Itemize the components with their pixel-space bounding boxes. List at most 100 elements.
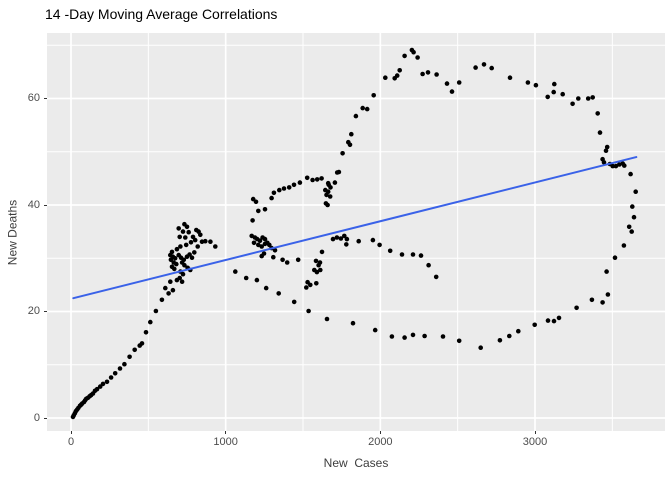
scatter-point [174,261,179,267]
scatter-point [604,269,609,274]
scatter-point [600,156,605,162]
scatter-point [276,291,281,296]
scatter-point [418,253,424,258]
scatter-point [603,148,609,153]
scatter-point [286,185,292,190]
y-tick-label: 20 [27,305,40,317]
scatter-point [551,318,557,324]
scatter-point [481,62,487,67]
scatter-point [507,333,512,339]
scatter-point [327,194,333,199]
scatter-point [148,319,153,325]
scatter-point [189,255,195,260]
scatter-point [342,233,347,239]
scatter-point [338,236,344,241]
y-tick-label: 0 [33,411,40,424]
scatter-point [633,189,638,194]
scatter-point [190,234,196,240]
scatter-point [356,238,362,244]
scatter-point [371,93,377,98]
x-tick-mark [225,431,227,434]
scatter-point [420,71,425,77]
scatter-point [545,318,551,323]
scatter-point [180,271,186,277]
scatter-point [456,80,462,85]
x-tick-label: 0 [67,436,75,448]
scatter-point [449,89,455,94]
scatter-point [440,334,446,339]
scatter-point [132,347,137,353]
scatter-point [184,224,190,230]
scatter-point [170,287,176,293]
scatter-point [168,279,173,284]
scatter-point [402,53,407,59]
y-tick-mark [44,417,47,419]
scatter-point [360,105,366,111]
y-tick-label: 60 [27,92,40,104]
scatter-point [259,244,264,249]
scatter-point [324,316,330,322]
scatter-point [426,262,431,268]
scatter-point [253,199,259,205]
scatter-point [473,65,478,70]
y-axis-title: New Deaths [5,199,20,266]
scatter-point [344,236,350,242]
scatter-point [346,139,351,145]
scatter-point [344,242,349,247]
scatter-point [350,320,356,326]
scatter-point [317,260,323,265]
x-tick-mark [379,431,381,434]
y-tick-mark [44,311,47,312]
scatter-point [574,305,579,311]
scatter-point [444,81,450,86]
scatter-point [372,327,378,333]
scatter-point [314,269,320,275]
scatter-point [560,91,565,97]
scatter-point [533,82,539,88]
scatter-point [478,345,484,351]
scatter-point [318,267,323,273]
scatter-point [277,187,282,193]
scatter-point [377,242,382,248]
scatter-point [257,238,263,243]
scatter-point [314,177,320,182]
scatter-point [507,75,513,80]
scatter-point [174,277,180,283]
scatter-point [250,218,255,223]
scatter-point [532,322,537,328]
scatter-point [100,381,106,387]
scatter-point [425,70,431,75]
scatter-point [409,47,415,53]
scatter-point [203,238,208,244]
scatter-point [174,246,180,252]
scatter-point [198,232,203,238]
scatter-point [271,254,276,260]
scatter-point [334,235,340,240]
x-tick-label: 2000 [368,436,393,448]
scatter-point [525,80,531,85]
scatter-point [195,244,200,249]
x-tick-mark [70,431,72,434]
scatter-point [604,144,610,150]
scatter-point [330,236,336,242]
scatter-point [545,94,550,100]
scatter-point [626,224,632,230]
scatter-point [313,258,319,264]
scatter-point [605,292,611,297]
scatter-point [629,229,634,234]
scatter-point [187,252,192,257]
scatter-point [180,229,186,234]
scatter-point [166,291,171,296]
scatter-point [410,332,416,338]
scatter-point [254,277,260,283]
scatter-point [179,279,185,284]
scatter-point [259,253,264,259]
scatter-point [122,361,127,367]
scatter-point [310,177,315,183]
scatter-point [631,214,637,220]
scatter-point [172,266,177,272]
scatter-point [280,257,285,263]
scatter-point [208,239,213,244]
scatter-point [127,354,132,360]
